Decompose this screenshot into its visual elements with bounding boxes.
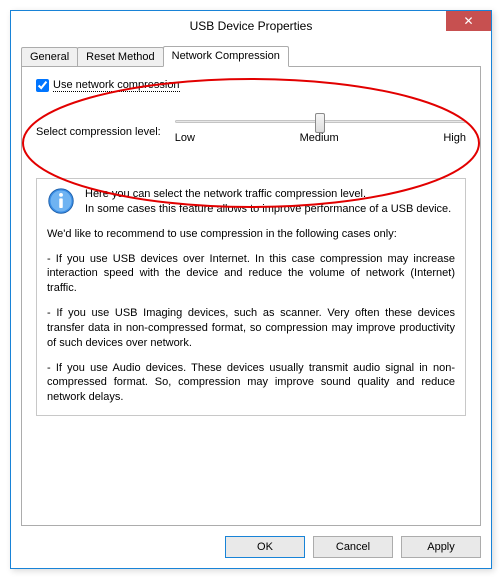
- apply-button[interactable]: Apply: [401, 536, 481, 558]
- info-icon: [47, 187, 75, 215]
- info-line1: Here you can select the network traffic …: [85, 187, 451, 202]
- dialog-window: USB Device Properties ✕ General Reset Me…: [10, 10, 492, 569]
- info-case-audio: - If you use Audio devices. These device…: [47, 361, 455, 406]
- info-line2: In some cases this feature allows to imp…: [85, 202, 451, 217]
- close-icon: ✕: [463, 14, 473, 28]
- title-bar: USB Device Properties ✕: [11, 11, 491, 41]
- tab-strip: General Reset Method Network Compression: [21, 45, 481, 66]
- dialog-body: General Reset Method Network Compression…: [11, 41, 491, 568]
- tab-label: Reset Method: [86, 51, 154, 63]
- use-compression-checkbox[interactable]: [36, 79, 49, 92]
- slider-thumb[interactable]: [315, 113, 325, 133]
- use-compression-row: Use network compression: [36, 79, 466, 92]
- info-case-imaging: - If you use USB Imaging devices, such a…: [47, 306, 455, 351]
- slider-label: Select compression level:: [36, 126, 161, 138]
- slider-tick-high: High: [443, 132, 466, 144]
- tab-panel-network-compression: Use network compression Select compressi…: [21, 66, 481, 526]
- window-title: USB Device Properties: [190, 19, 313, 33]
- compression-slider-row: Select compression level: Low Medium Hig…: [36, 114, 466, 150]
- dialog-buttons: OK Cancel Apply: [21, 536, 481, 558]
- close-button[interactable]: ✕: [446, 11, 491, 31]
- tab-label: Network Compression: [172, 50, 280, 62]
- cancel-button[interactable]: Cancel: [313, 536, 393, 558]
- slider-tick-medium: Medium: [300, 132, 339, 144]
- use-compression-label[interactable]: Use network compression: [53, 79, 180, 92]
- info-panel: Here you can select the network traffic …: [36, 178, 466, 416]
- tab-reset-method[interactable]: Reset Method: [77, 47, 163, 66]
- ok-button[interactable]: OK: [225, 536, 305, 558]
- info-header: Here you can select the network traffic …: [47, 187, 455, 217]
- tab-network-compression[interactable]: Network Compression: [163, 46, 289, 67]
- tab-general[interactable]: General: [21, 47, 78, 66]
- tab-label: General: [30, 51, 69, 63]
- info-recommend: We'd like to recommend to use compressio…: [47, 227, 455, 242]
- slider-tick-low: Low: [175, 132, 195, 144]
- compression-slider[interactable]: Low Medium High: [175, 114, 466, 150]
- info-case-internet: - If you use USB devices over Internet. …: [47, 252, 455, 297]
- info-intro: Here you can select the network traffic …: [85, 187, 451, 217]
- slider-tick-labels: Low Medium High: [175, 132, 466, 144]
